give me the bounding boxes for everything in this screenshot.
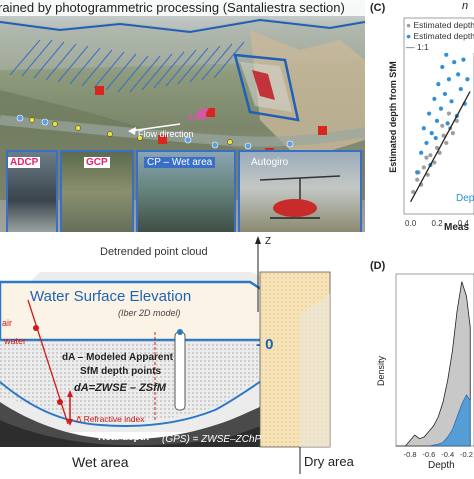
panel-d-letter: (D) <box>370 260 386 272</box>
scatter-point-blue <box>440 64 445 70</box>
scatter-point-gray <box>444 140 449 146</box>
scatter-point-blue <box>424 140 429 146</box>
scatter-point-blue <box>442 91 448 97</box>
ground-dark <box>0 388 300 447</box>
scatter-point-blue <box>421 126 426 131</box>
scatter-point-blue <box>445 121 450 126</box>
scatter-point-blue <box>444 52 449 57</box>
density-xtick-label: -0.8 <box>404 450 417 459</box>
gps-formula: (GPS) = ZWSE–ZChP <box>162 434 262 445</box>
photo-adcp-label: ADCP <box>8 157 41 168</box>
da-line2: SfM depth points <box>80 366 162 377</box>
legend-line: — 1:1 <box>406 42 429 52</box>
scatter-point-blue <box>415 170 420 175</box>
density-area-gray <box>396 281 471 447</box>
scatter-point-blue <box>465 77 470 82</box>
panel-title: rained by photogrammetric processing (Sa… <box>0 0 365 16</box>
scatter-point-gray <box>450 131 455 136</box>
scatter-xtick-label: 0.4 <box>458 219 470 228</box>
photo-autogiro-label: Autogiro <box>251 157 289 168</box>
dry-area-label: Dry area <box>304 454 354 469</box>
air-label: air <box>2 318 13 328</box>
real-depth-label: Real depth <box>98 432 150 443</box>
photo-gcp: GCP <box>60 150 134 232</box>
autogiro-icon <box>259 175 341 219</box>
scatter-point-gray <box>421 165 426 170</box>
scatter-point-blue <box>429 131 434 136</box>
cross-section-diagram <box>0 236 331 474</box>
diagram-title: Detrended point cloud <box>100 246 208 258</box>
photo-autogiro: Autogiro <box>238 150 362 232</box>
photo-gcp-label: GCP <box>84 157 110 168</box>
wse-subtitle: (Iber 2D model) <box>118 308 181 318</box>
flow-direction-label: Flow direction <box>138 129 194 139</box>
scatter-point-gray <box>411 189 416 195</box>
svg-text:𝓜: 𝓜 <box>188 106 209 123</box>
wse-title: Water Surface Elevation <box>30 288 192 305</box>
density-area-blue <box>428 394 471 447</box>
scatter-point-gray <box>434 145 440 150</box>
scatter-point-blue <box>456 72 461 77</box>
sfm-points-area <box>0 340 300 422</box>
one-to-one-line <box>410 91 471 203</box>
scatter-xlabel: Meas <box>444 222 470 233</box>
scatter-point-blue <box>452 60 457 65</box>
scatter-xtick-label: 0.2 <box>431 219 443 228</box>
scatter-point-gray <box>432 160 437 165</box>
panel-c-corner-text: n <box>462 0 469 12</box>
photo-adcp: ADCP <box>6 150 58 232</box>
scatter-legend: ● Estimated depth ● Estimated depth — 1:… <box>406 20 474 53</box>
da-line1: dA – Modeled Apparent <box>62 352 173 363</box>
scatter-point-blue <box>438 106 444 111</box>
scatter-point-blue <box>433 135 438 141</box>
scatter-point-blue <box>436 82 441 87</box>
scatter-point-gray <box>425 172 430 177</box>
z-axis-label: Z <box>265 236 272 247</box>
density-xtick-label: -0.2 <box>460 450 473 459</box>
panel-d: (D) Density -0.8 -0.6 -0.4 -0.2 Depth <box>366 256 474 474</box>
scatter-point-gray <box>415 177 420 182</box>
wet-area-label: Wet area <box>72 454 129 470</box>
da-formula: dA=ZWSE – ZSfM <box>74 382 166 394</box>
scatter-point-gray <box>440 123 445 128</box>
scatter-inset-label: Dept <box>456 193 474 204</box>
photo-cp-wet-area: CP – Wet area <box>136 150 236 232</box>
zero-label: - 0 <box>256 336 274 353</box>
legend-gray: ● Estimated depth <box>406 20 474 30</box>
scatter-point-gray <box>424 155 429 160</box>
photo-cp-label: CP – Wet area <box>144 157 216 168</box>
scatter-point-blue <box>449 99 454 104</box>
scatter-xtick-label: 0.0 <box>405 219 417 228</box>
scatter-point-gray <box>441 133 446 138</box>
scatter-point-blue <box>419 150 424 155</box>
scatter-point-blue <box>426 111 432 116</box>
scatter-point-blue <box>432 96 437 101</box>
scatter-point-gray <box>446 111 452 116</box>
scatter-point-blue <box>434 118 440 123</box>
scatter-ylabel: Estimated depth from SfM <box>388 61 398 173</box>
scatter-point-gray <box>454 118 459 123</box>
scatter-point-gray <box>428 153 433 158</box>
panel-c: (C) n 0.0 0.2 0.4 ● Estimated depth ● Esti… <box>366 0 474 235</box>
density-xlabel: Depth <box>428 460 455 471</box>
scatter-point-gray <box>437 150 442 155</box>
water-label: water <box>4 336 27 346</box>
scatter-point-blue <box>458 86 463 92</box>
scatter-point-blue <box>446 77 452 82</box>
refractive-label: Δ Refractive index <box>76 414 145 424</box>
scatter-point-blue <box>461 57 466 62</box>
depth-bar <box>174 331 186 411</box>
legend-blue: ● Estimated depth <box>406 31 474 41</box>
density-plot: -0.8 -0.6 -0.4 -0.2 <box>395 273 474 459</box>
photo-panel: 𝓜 rained by photogrammetric processing (… <box>0 0 365 232</box>
density-xtick-label: -0.4 <box>441 450 454 459</box>
panel-c-letter: (C) <box>370 2 386 14</box>
density-xtick-label: -0.6 <box>422 450 435 459</box>
riverbed-line <box>0 355 301 427</box>
diagram-panel: Detrended point cloud Z Water Surface El… <box>0 232 366 474</box>
